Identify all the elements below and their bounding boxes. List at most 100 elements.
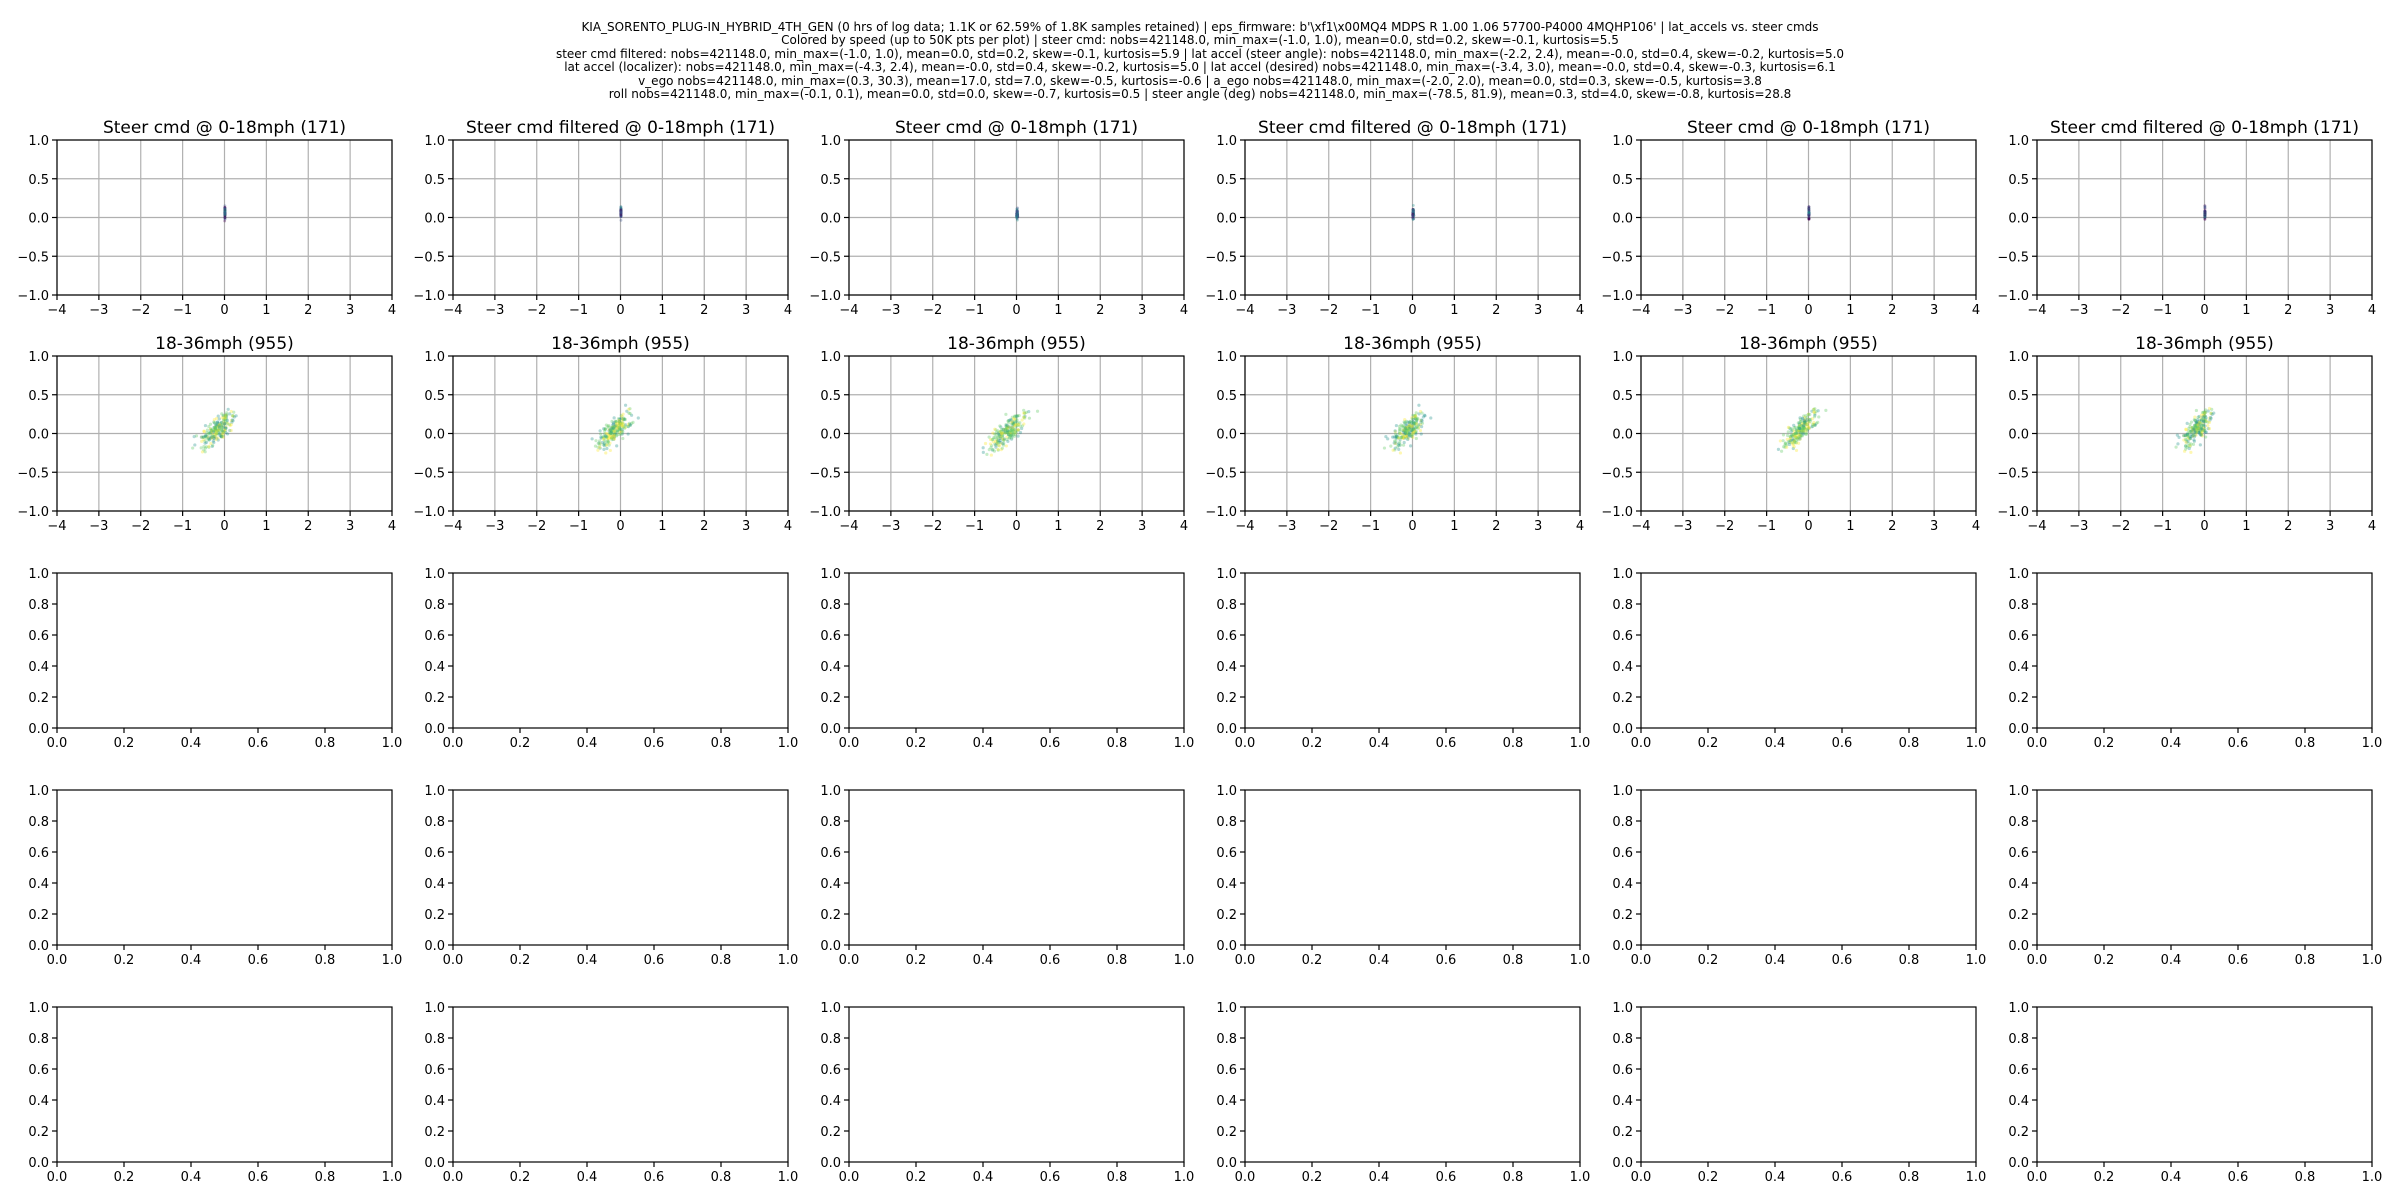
scatter-point <box>1406 428 1411 433</box>
scatter-point <box>1419 432 1423 436</box>
scatter-point <box>2199 427 2203 431</box>
scatter-point <box>2190 430 2194 434</box>
scatter-point <box>1411 210 1415 214</box>
scatter-point <box>610 436 614 440</box>
scatter-point <box>1805 420 1809 424</box>
scatter-point <box>2194 425 2198 429</box>
x-tick-label: −3 <box>2069 303 2088 318</box>
scatter-point <box>1794 448 1799 453</box>
scatter-point <box>1794 440 1798 445</box>
scatter-point <box>1807 210 1811 214</box>
scatter-point <box>1015 212 1019 215</box>
scatter-point <box>625 409 629 413</box>
scatter-point <box>1807 211 1811 215</box>
scatter-point <box>621 421 625 425</box>
scatter-point <box>2203 211 2207 215</box>
scatter-point <box>1806 426 1811 430</box>
y-tick-label: 0.8 <box>820 1032 841 1047</box>
scatter-point <box>221 414 226 418</box>
scatter-point <box>1808 417 1813 422</box>
x-tick-label: −1 <box>965 303 984 318</box>
scatter-point <box>1805 422 1809 426</box>
scatter-point <box>626 423 630 427</box>
scatter-point <box>2210 412 2214 416</box>
scatter-point <box>2183 433 2187 438</box>
scatter-point <box>223 212 227 216</box>
y-tick-label: 0.6 <box>820 846 841 861</box>
scatter-point <box>220 416 224 420</box>
scatter-point <box>619 209 623 212</box>
x-tick-label: 4 <box>2368 519 2376 534</box>
scatter-point <box>2197 424 2202 428</box>
axes-frame <box>452 789 789 946</box>
subplot: 0.0 0.2 0.4 0.6 0.8 1.01.00.80.60.40.20.0 <box>820 567 1194 751</box>
scatter-point <box>223 212 227 216</box>
scatter-point <box>608 435 612 439</box>
scatter-point <box>1406 427 1410 431</box>
scatter-point <box>1413 413 1418 418</box>
scatter-point <box>1415 425 1419 429</box>
scatter-point <box>627 407 631 411</box>
scatter-point <box>1411 213 1415 216</box>
scatter-point <box>1010 422 1014 426</box>
scatter-point <box>1009 437 1014 441</box>
scatter-point <box>2183 434 2187 438</box>
scatter-point <box>212 425 217 429</box>
y-tick-label: −0.5 <box>1997 250 2029 265</box>
x-tick-label: 0.2 <box>2094 953 2115 968</box>
scatter-point <box>1807 207 1811 211</box>
x-tick-label: −4 <box>1235 519 1254 534</box>
y-tick-label: 0.2 <box>28 908 49 923</box>
scatter-point <box>1406 425 1410 429</box>
scatter-point <box>2203 212 2207 216</box>
scatter-point <box>609 428 613 432</box>
scatter-point <box>2203 210 2207 214</box>
scatter-point <box>214 429 218 433</box>
scatter-point <box>1015 215 1019 219</box>
scatter-point <box>611 429 615 433</box>
scatter-point <box>1802 428 1806 432</box>
scatter-point <box>1024 410 1028 415</box>
subplot: 0.0 0.2 0.4 0.6 0.8 1.01.00.80.60.40.20.0 <box>2008 567 2382 751</box>
x-tick-label: 1.0 <box>382 953 403 968</box>
x-tick-label: −2 <box>527 303 546 318</box>
x-tick-label: 0.6 <box>2228 1170 2249 1185</box>
scatter-point <box>209 429 213 433</box>
scatter-point <box>628 423 633 427</box>
scatter-point <box>1417 425 1421 430</box>
scatter-point <box>623 426 627 430</box>
scatter-point <box>611 426 615 431</box>
scatter-point <box>1411 210 1415 213</box>
scatter-point <box>998 424 1002 428</box>
y-tick-label: 1.0 <box>28 1001 49 1016</box>
scatter-point <box>629 413 634 417</box>
scatter-point <box>2209 411 2213 416</box>
scatter-point <box>1416 417 1420 421</box>
x-tick-label: 0 <box>1012 519 1020 534</box>
y-tick-label: 0.0 <box>28 428 49 443</box>
scatter-point <box>613 432 617 436</box>
scatter-point <box>2191 431 2195 436</box>
scatter-point <box>1022 408 1026 412</box>
scatter-point <box>1411 432 1415 437</box>
x-tick-label: 0.6 <box>1436 736 1457 751</box>
scatter-point <box>989 444 994 448</box>
scatter-point <box>617 426 621 430</box>
y-tick-label: 1.0 <box>424 350 445 365</box>
scatter-point <box>2196 426 2200 430</box>
scatter-point <box>1017 422 1021 427</box>
x-tick-label: 0 <box>1804 519 1812 534</box>
y-tick-label: 0.5 <box>28 389 49 404</box>
scatter-point <box>998 438 1002 443</box>
scatter-point <box>1410 434 1414 438</box>
scatter-point <box>619 423 623 427</box>
x-tick-label: 3 <box>742 519 750 534</box>
scatter-point <box>231 414 235 418</box>
y-tick-label: 0.0 <box>1216 722 1237 737</box>
x-tick-label: 0.6 <box>1040 1170 1061 1185</box>
scatter-point <box>1407 432 1411 436</box>
scatter-point <box>1015 414 1020 418</box>
subplot: −4 −3 −2 −1 0 1 2 3 41.00.50.0−0.5−1.018-36mph (… <box>1601 334 1980 534</box>
scatter-point <box>2197 426 2201 431</box>
scatter-point <box>200 439 204 443</box>
